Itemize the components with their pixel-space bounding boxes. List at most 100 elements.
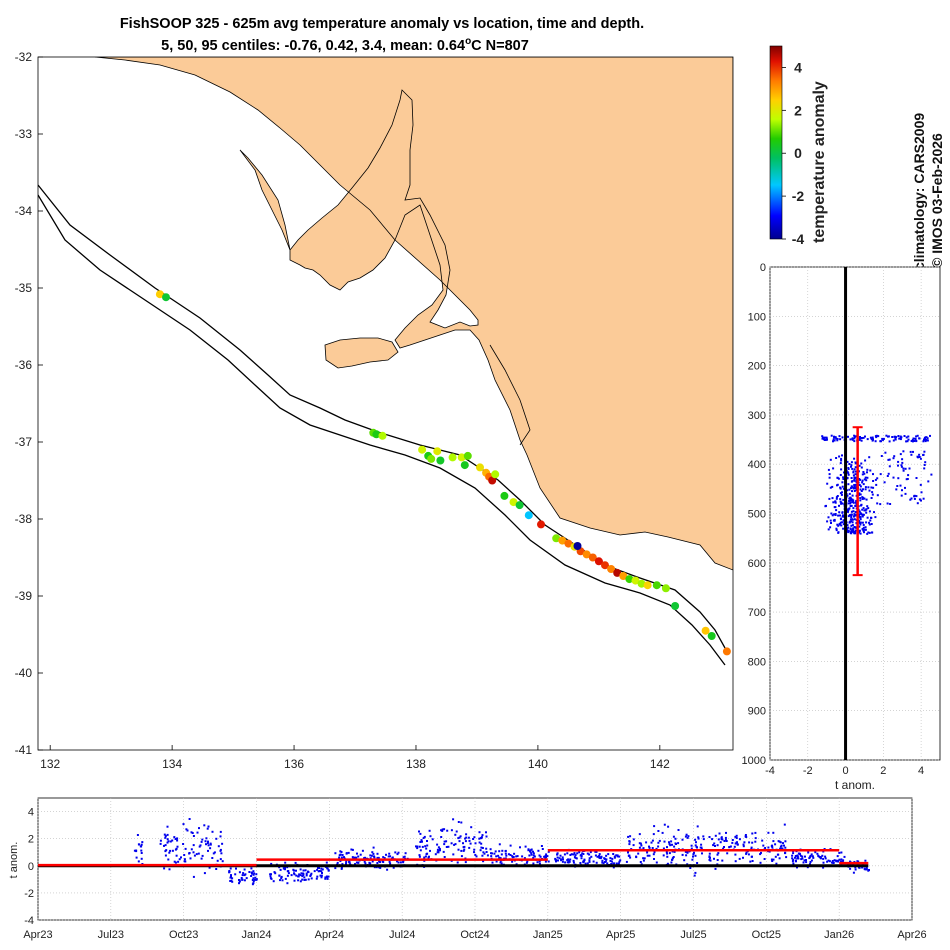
depth-point — [866, 468, 869, 471]
depth-point — [839, 492, 842, 495]
time-point — [648, 854, 651, 857]
time-x-tick-label: Jan24 — [242, 929, 272, 941]
time-point — [818, 856, 821, 858]
depth-point — [858, 521, 861, 524]
time-point — [196, 831, 199, 834]
depth-point — [851, 490, 853, 493]
time-point — [532, 857, 535, 859]
depth-point — [870, 497, 873, 499]
time-point — [180, 856, 182, 859]
depth-point — [852, 530, 855, 533]
time-point — [479, 849, 482, 852]
time-point — [416, 845, 419, 848]
time-point — [700, 843, 703, 846]
time-point — [734, 835, 737, 838]
title-stats: 5, 50, 95 centiles: -0.76, 0.42, 3.4, me… — [161, 38, 465, 54]
time-point — [238, 879, 240, 881]
time-point — [140, 843, 143, 846]
time-point — [598, 856, 601, 859]
depth-point — [922, 440, 925, 443]
time-point — [483, 852, 486, 855]
depth-point — [833, 518, 836, 521]
time-point — [436, 851, 439, 854]
time-point — [809, 861, 812, 863]
time-point — [666, 846, 668, 849]
time-point — [359, 853, 362, 856]
time-point — [369, 857, 372, 860]
time-point — [843, 855, 846, 858]
depth-point — [858, 438, 861, 441]
time-point — [356, 852, 358, 855]
time-point — [206, 842, 209, 845]
time-point — [735, 837, 738, 839]
time-point — [284, 861, 287, 864]
depth-x-tick-label: 2 — [880, 765, 886, 777]
time-x-tick-label: Oct25 — [752, 929, 781, 941]
time-point — [438, 847, 441, 850]
time-point — [441, 828, 444, 831]
time-point — [651, 847, 654, 849]
time-point — [425, 847, 428, 850]
depth-point — [825, 438, 828, 441]
depth-point — [842, 523, 845, 526]
depth-point — [866, 516, 869, 519]
time-point — [817, 855, 820, 858]
time-point — [293, 879, 296, 882]
time-point — [764, 847, 767, 849]
depth-point — [859, 497, 862, 500]
depth-point — [842, 498, 845, 501]
time-point — [784, 846, 787, 849]
map-x-tick-label: 138 — [406, 757, 426, 771]
time-point — [561, 860, 564, 863]
time-point — [457, 848, 460, 851]
colorbar-tick-label: 4 — [794, 59, 802, 75]
time-point — [677, 842, 680, 845]
time-point — [736, 841, 738, 844]
time-point — [538, 854, 541, 857]
depth-point — [850, 477, 853, 479]
chart-title-line1: FishSOOP 325 - 625m avg temperature anom… — [120, 16, 644, 32]
time-point — [326, 867, 329, 870]
time-point — [250, 875, 253, 877]
depth-point — [850, 504, 853, 507]
time-point — [490, 855, 493, 858]
time-point — [382, 856, 385, 859]
time-point — [666, 862, 669, 865]
time-point — [211, 830, 214, 833]
depth-point — [914, 438, 917, 441]
time-point — [586, 862, 589, 865]
depth-point — [863, 478, 866, 481]
time-point — [666, 852, 669, 855]
time-point — [583, 858, 586, 861]
map-point — [476, 463, 484, 472]
time-point — [191, 832, 194, 834]
time-point — [228, 870, 231, 872]
depth-point — [851, 437, 854, 440]
time-point — [783, 844, 785, 847]
time-point — [711, 838, 714, 841]
time-point — [493, 852, 496, 855]
depth-point — [866, 532, 869, 535]
time-point — [674, 837, 677, 840]
time-point — [628, 843, 631, 846]
depth-point — [910, 453, 913, 456]
time-point — [646, 851, 649, 854]
time-point — [286, 882, 289, 885]
time-point — [782, 842, 784, 845]
depth-point — [836, 439, 839, 442]
depth-point — [926, 439, 929, 442]
time-point — [419, 849, 422, 852]
time-point — [243, 868, 246, 871]
time-point — [613, 856, 616, 859]
time-point — [537, 849, 540, 852]
time-point — [278, 874, 281, 877]
depth-point — [825, 436, 828, 439]
depth-point — [879, 473, 882, 476]
time-point — [140, 857, 143, 860]
time-point — [595, 850, 598, 853]
time-point — [293, 873, 296, 876]
time-point — [771, 860, 774, 862]
depth-panel: -4 -2 0 2 4 0 100 200 300 400 500 600 700 800 900 1000… — [742, 262, 941, 792]
time-point — [574, 854, 577, 857]
time-point — [421, 845, 424, 848]
